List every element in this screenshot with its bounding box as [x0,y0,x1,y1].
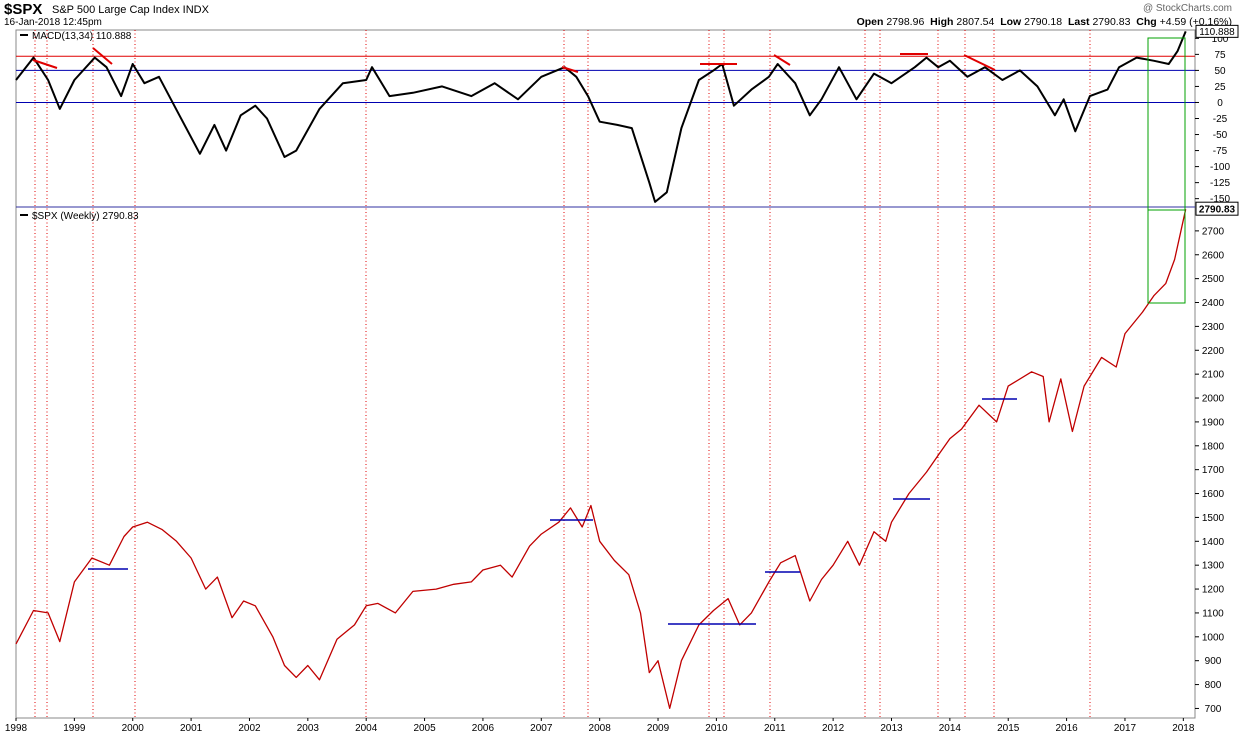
price-y-tick-label: 700 [1205,704,1222,715]
x-tick-label: 2018 [1172,723,1195,734]
x-tick-label: 2014 [939,723,962,734]
x-tick-label: 2009 [647,723,670,734]
macd-last-value-label: 110.888 [1199,27,1235,38]
last-value: 2790.83 [1092,16,1131,28]
divergence-marker [32,59,58,69]
price-y-tick-label: 1400 [1202,537,1225,548]
low-value: 2790.18 [1024,16,1063,28]
divergence-marker [773,54,791,66]
macd-y-tick-label: -125 [1210,178,1230,189]
open-value: 2798.96 [886,16,925,28]
price-y-tick-label: 1300 [1202,561,1225,572]
price-y-tick-label: 1000 [1202,632,1225,643]
last-label: Last [1067,16,1090,28]
price-y-tick-label: 2500 [1202,274,1225,285]
price-line [15,209,1187,710]
x-tick-label: 2015 [997,723,1020,734]
ticker-symbol: $SPX [4,1,43,18]
macd-legend-label: MACD(13,34) 110.888 [32,31,132,42]
ticker-description: S&P 500 Large Cap Index INDX [52,4,209,16]
price-y-tick-label: 2000 [1202,394,1225,405]
x-tick-label: 2004 [355,723,378,734]
x-tick-label: 2006 [472,723,495,734]
price-last-value-label: 2790.83 [1199,205,1236,216]
macd-y-tick-label: -150 [1210,194,1230,205]
x-tick-label: 2003 [297,723,320,734]
price-y-tick-label: 1800 [1202,441,1225,452]
price-y-tick-label: 2400 [1202,298,1225,309]
macd-y-tick-label: 100 [1212,34,1229,45]
macd-y-tick-label: 50 [1214,66,1226,77]
price-y-tick-label: 1100 [1202,608,1224,619]
macd-panel: 100 75 50 25 0 -25 -50 -75 -100 -125 -150 MACD(13,3… [15,24,1239,718]
x-tick-label: 2013 [880,723,903,734]
macd-y-tick-label: 25 [1214,82,1226,93]
price-y-tick-label: 2200 [1202,346,1225,357]
macd-y-tick-label: -100 [1210,162,1230,173]
macd-y-tick-label: 0 [1217,98,1223,109]
x-tick-label: 2008 [589,723,612,734]
price-frame [15,206,1196,719]
x-tick-label: 2001 [180,723,203,734]
price-y-tick-label: 1200 [1202,585,1225,596]
price-y-tick-label: 1500 [1202,513,1225,524]
x-tick-label: 1999 [63,723,86,734]
macd-y-tick-label: -50 [1213,130,1228,141]
price-y-tick-label: 1700 [1202,465,1225,476]
price-y-tick-label: 1900 [1202,417,1225,428]
low-label: Low [1000,16,1022,28]
chart-datetime: 16-Jan-2018 12:45pm [4,17,102,28]
price-y-tick-label: 2600 [1202,250,1225,261]
high-label: High [930,16,954,28]
price-y-tick-label: 900 [1205,656,1222,667]
chart-header: $SPX S&P 500 Large Cap Index INDX 16-Jan… [0,0,1240,30]
price-y-tick-label: 2100 [1202,370,1225,381]
macd-line [15,31,1187,203]
x-tick-label: 2010 [705,723,728,734]
price-legend-label: $SPX (Weekly) 2790.83 [32,211,139,222]
x-tick-label: 2012 [822,723,845,734]
x-tick-label: 2011 [764,723,786,734]
price-last-value-box [1195,201,1239,216]
price-y-tick-label: 1600 [1202,489,1225,500]
price-y-tick-label: 2700 [1202,226,1225,237]
macd-last-value-box [1195,24,1239,38]
macd-y-tick-label: -75 [1213,146,1228,157]
divergence-marker [561,66,579,73]
x-tick-label: 2002 [238,723,261,734]
high-value: 2807.54 [956,16,995,28]
x-tick-label: 2016 [1055,723,1078,734]
x-tick-label: 2017 [1114,723,1137,734]
macd-y-tick-label: -25 [1213,114,1228,125]
quote-summary: Open 2798.96 High 2807.54 Low 2790.18 La… [857,16,1232,28]
price-y-tick-label: 800 [1205,680,1222,691]
x-tick-label: 2007 [530,723,553,734]
x-tick-label: 1998 [5,723,28,734]
divergence-marker [92,47,113,65]
x-axis: 1998 1999 2000 2001 2002 2003 2004 2005 2006 2007… [5,717,1195,734]
price-panel: 2700 2600 2500 2400 2300 2200 2100 2000 1900 1800… [15,37,1239,719]
divergence-marker [963,54,996,71]
chg-label: Chg [1136,16,1157,28]
x-tick-label: 2000 [122,723,145,734]
open-label: Open [856,16,884,28]
stockcharts-logo: @ StockCharts.com [1142,3,1232,14]
price-y-tick-label: 2300 [1202,322,1225,333]
x-tick-label: 2005 [413,723,436,734]
highlight-box [1147,37,1186,304]
macd-y-tick-label: 75 [1214,50,1226,61]
